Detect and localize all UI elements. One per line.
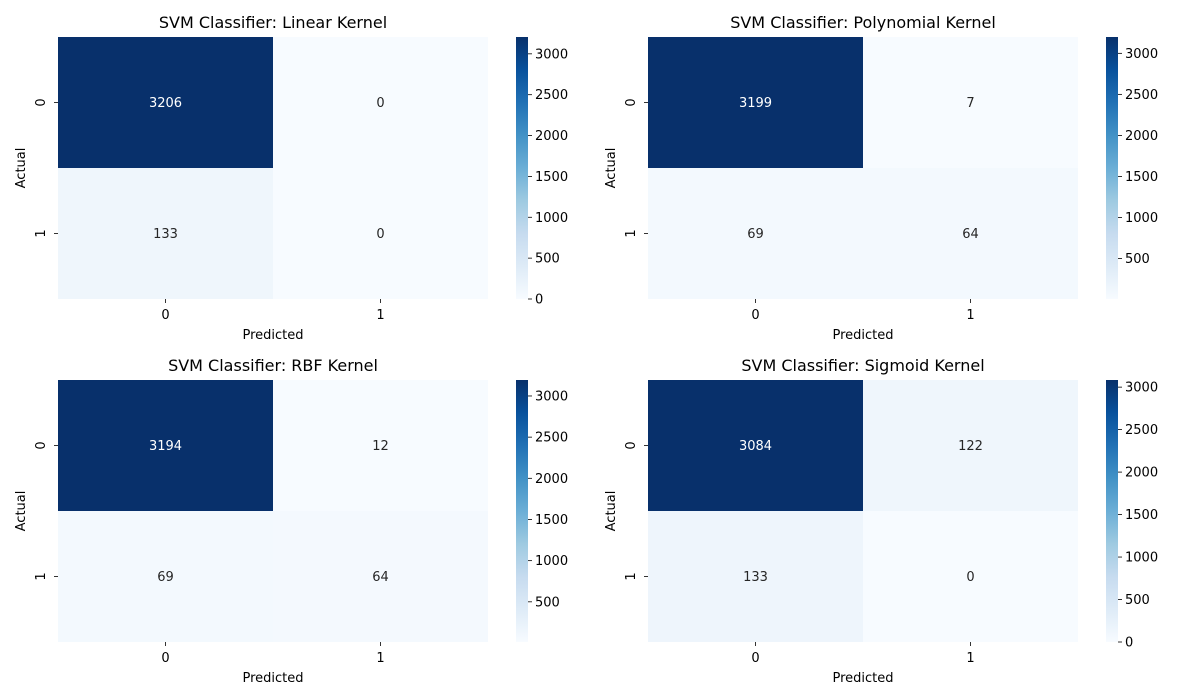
colorbar-tick-label: 0 [1125, 636, 1133, 651]
x-axis-label: Predicted [242, 671, 303, 686]
y-tick-label: 0 [624, 98, 639, 106]
colorbar-tick-label: 1500 [1125, 508, 1158, 523]
cell-value-label: 0 [966, 570, 974, 585]
chart-title: SVM Classifier: Sigmoid Kernel [741, 356, 984, 375]
x-axis-label: Predicted [832, 328, 893, 343]
y-tick-label: 0 [34, 98, 49, 106]
colorbar-tick-label: 0 [535, 293, 543, 308]
y-axis-label: Actual [14, 491, 29, 532]
y-tick-label: 0 [624, 441, 639, 449]
cell-value-label: 64 [372, 570, 389, 585]
colorbar-tick-label: 2500 [535, 431, 568, 446]
heatmap-cell-0-1 [863, 380, 1078, 511]
colorbar-tick-label: 1500 [535, 513, 568, 528]
x-tick-label: 1 [966, 308, 974, 323]
y-tick-label: 1 [624, 572, 639, 580]
heatmap-cell-0-0 [648, 37, 863, 168]
cell-value-label: 64 [962, 227, 979, 242]
colorbar-tick-label: 3000 [535, 389, 568, 404]
colorbar-tick-label: 1000 [535, 211, 568, 226]
cell-value-label: 3199 [739, 96, 772, 111]
x-tick-label: 1 [966, 651, 974, 666]
colorbar-tick-label: 3000 [1125, 47, 1158, 62]
colorbar-tick-label: 3000 [535, 47, 568, 62]
x-axis-label: Predicted [832, 671, 893, 686]
chart-title: SVM Classifier: RBF Kernel [168, 356, 378, 375]
colorbar-tick-label: 500 [1125, 252, 1150, 267]
heatmap-panel-1: 3199 7 69 64 SVM Classifier: Polynomial Kern… [604, 13, 1158, 343]
y-axis-label: Actual [604, 491, 619, 532]
heatmap-cell-1-0 [648, 511, 863, 642]
colorbar [516, 37, 528, 299]
colorbar-tick-label: 2500 [535, 88, 568, 103]
colorbar [1106, 37, 1118, 299]
y-tick-label: 1 [624, 229, 639, 237]
heatmap-cell-0-1 [273, 37, 488, 168]
colorbar-tick-label: 500 [1125, 593, 1150, 608]
cell-value-label: 0 [376, 227, 384, 242]
heatmap-cell-0-1 [273, 380, 488, 511]
heatmap-cell-1-1 [863, 168, 1078, 299]
cell-value-label: 133 [743, 570, 768, 585]
x-tick-label: 1 [376, 651, 384, 666]
chart-title: SVM Classifier: Polynomial Kernel [730, 13, 996, 32]
cell-value-label: 12 [372, 439, 389, 454]
x-tick-label: 1 [376, 308, 384, 323]
heatmap-cell-1-1 [273, 511, 488, 642]
heatmap-panel-2: 3194 12 69 64 SVM Classifier: RBF Kernel 0 1 Pr… [14, 356, 568, 686]
cell-value-label: 3084 [739, 439, 772, 454]
colorbar [1106, 380, 1118, 642]
x-tick-label: 0 [161, 308, 169, 323]
y-tick-label: 1 [34, 229, 49, 237]
x-axis-label: Predicted [242, 328, 303, 343]
cell-value-label: 69 [157, 570, 174, 585]
heatmap-panel-3: 3084 122 133 0 SVM Classifier: Sigmoid Kerne… [604, 356, 1158, 686]
cell-value-label: 0 [376, 96, 384, 111]
heatmap-panel-0: 3206 0 133 0 SVM Classifier: Linear Kernel 0 1… [14, 13, 568, 343]
colorbar-tick-label: 2000 [1125, 466, 1158, 481]
colorbar-tick-label: 1000 [1125, 551, 1158, 566]
colorbar-tick-label: 2000 [535, 129, 568, 144]
colorbar-tick-label: 2000 [535, 472, 568, 487]
colorbar-tick-label: 500 [535, 252, 560, 267]
heatmap-cell-1-0 [648, 168, 863, 299]
y-tick-label: 1 [34, 572, 49, 580]
y-axis-label: Actual [14, 148, 29, 189]
y-tick-label: 0 [34, 441, 49, 449]
colorbar-tick-label: 1500 [535, 170, 568, 185]
heatmap-cell-0-0 [58, 380, 273, 511]
cell-value-label: 3194 [149, 439, 182, 454]
heatmap-cell-0-0 [648, 380, 863, 511]
chart-title: SVM Classifier: Linear Kernel [159, 13, 387, 32]
x-tick-label: 0 [751, 308, 759, 323]
colorbar-tick-label: 1000 [1125, 211, 1158, 226]
heatmap-cell-1-1 [273, 168, 488, 299]
cell-value-label: 69 [747, 227, 764, 242]
colorbar-tick-label: 2500 [1125, 423, 1158, 438]
heatmap-cell-1-1 [863, 511, 1078, 642]
cell-value-label: 122 [958, 439, 983, 454]
cell-value-label: 7 [966, 96, 974, 111]
x-tick-label: 0 [751, 651, 759, 666]
colorbar [516, 380, 528, 642]
cell-value-label: 3206 [149, 96, 182, 111]
colorbar-tick-label: 2000 [1125, 129, 1158, 144]
colorbar-tick-label: 3000 [1125, 381, 1158, 396]
x-tick-label: 0 [161, 651, 169, 666]
y-axis-label: Actual [604, 148, 619, 189]
colorbar-tick-label: 2500 [1125, 88, 1158, 103]
colorbar-tick-label: 500 [535, 595, 560, 610]
heatmap-cell-0-1 [863, 37, 1078, 168]
heatmap-cell-1-0 [58, 168, 273, 299]
heatmap-cell-0-0 [58, 37, 273, 168]
heatmap-cell-1-0 [58, 511, 273, 642]
colorbar-tick-label: 1000 [535, 554, 568, 569]
colorbar-tick-label: 1500 [1125, 170, 1158, 185]
cell-value-label: 133 [153, 227, 178, 242]
